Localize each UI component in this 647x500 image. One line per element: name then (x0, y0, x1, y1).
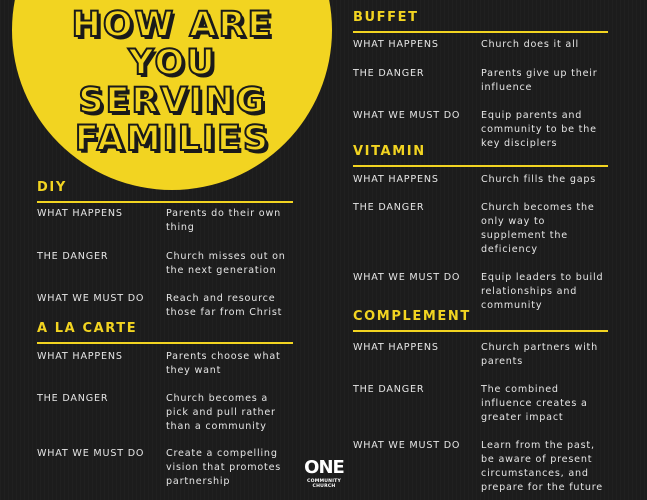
row-label: WHAT HAPPENS (37, 208, 123, 219)
row-label: THE DANGER (37, 393, 109, 404)
section-heading: A LA CARTE (37, 321, 138, 336)
row-label: WHAT HAPPENS (37, 351, 123, 362)
row-label: WHAT WE MUST DO (353, 110, 461, 121)
section-divider (37, 201, 293, 203)
section-diy: DIY WHAT HAPPENS Parents do their own th… (37, 179, 293, 318)
logo-text: COMMUNITY CHURCH (307, 479, 341, 489)
row-value: Learn from the past, be aware of present… (481, 440, 603, 493)
row-label: WHAT WE MUST DO (353, 440, 461, 451)
section-complement: COMPLEMENT WHAT HAPPENS Church partners … (353, 308, 608, 493)
row-value: The combined influence creates a greater… (481, 384, 588, 423)
section-heading: BUFFET (353, 10, 419, 25)
title-line-1: HOW ARE (71, 5, 274, 45)
row-value: Church does it all (481, 39, 579, 50)
section-divider (353, 165, 608, 167)
row-value: Equip parents and community to be the ke… (481, 110, 597, 149)
row-value: Equip leaders to build relationships and… (481, 272, 604, 311)
title-line-3: SERVING (77, 81, 267, 121)
row-value: Parents choose what they want (166, 351, 281, 376)
row-value: Parents give up their influence (481, 68, 598, 93)
title-line-2: YOU (127, 43, 217, 83)
section-vitamin: VITAMIN WHAT HAPPENS Church fills the ga… (353, 143, 608, 311)
poster-title: HOW ARE YOU SERVING FAMILIES (35, 5, 310, 159)
section-divider (37, 342, 293, 344)
row-label: WHAT HAPPENS (353, 174, 439, 185)
logo-mark: ONE (304, 457, 345, 478)
row-value: Reach and resource those far from Christ (166, 293, 283, 318)
row-label: WHAT WE MUST DO (353, 272, 461, 283)
row-value: Church partners with parents (481, 342, 599, 367)
section-heading: COMPLEMENT (353, 309, 471, 324)
row-value: Church fills the gaps (481, 174, 597, 185)
section-a-la-carte: A LA CARTE WHAT HAPPENS Parents choose w… (37, 320, 293, 487)
section-divider (353, 330, 608, 332)
row-value: Create a compelling vision that promotes… (166, 448, 282, 487)
section-divider (353, 31, 608, 33)
section-buffet: BUFFET WHAT HAPPENS Church does it all T… (353, 9, 608, 149)
row-label: THE DANGER (37, 251, 109, 262)
row-label: THE DANGER (353, 384, 425, 395)
row-value: Church misses out on the next generation (166, 251, 286, 276)
one-community-church-logo: ONE COMMUNITY CHURCH (296, 458, 352, 492)
row-value: Parents do their own thing (166, 208, 281, 233)
section-heading: VITAMIN (353, 144, 426, 159)
row-value: Church becomes a pick and pull rather th… (166, 393, 276, 432)
row-label: WHAT HAPPENS (353, 342, 439, 353)
row-label: WHAT WE MUST DO (37, 448, 145, 459)
row-label: THE DANGER (353, 202, 425, 213)
title-line-4: FAMILIES (74, 119, 271, 159)
section-heading: DIY (37, 180, 67, 195)
row-label: THE DANGER (353, 68, 425, 79)
row-value: Church becomes the only way to supplemen… (481, 202, 595, 255)
row-label: WHAT WE MUST DO (37, 293, 145, 304)
row-label: WHAT HAPPENS (353, 39, 439, 50)
